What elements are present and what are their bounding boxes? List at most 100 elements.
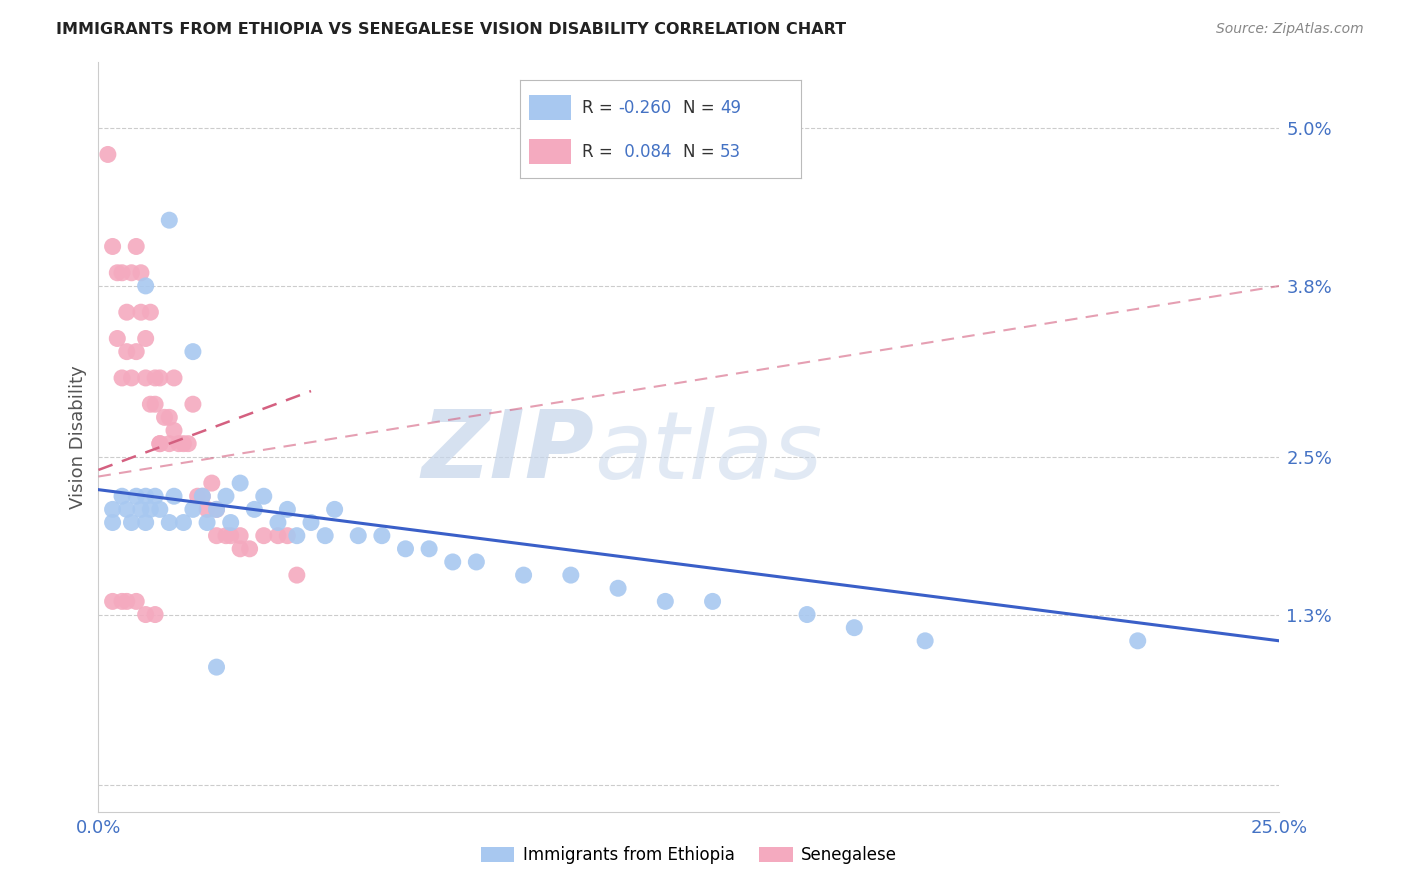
Point bbox=[163, 489, 186, 503]
Point bbox=[139, 502, 162, 516]
Point bbox=[276, 502, 298, 516]
Point bbox=[267, 529, 290, 543]
Point bbox=[129, 305, 152, 319]
Point bbox=[172, 436, 194, 450]
Text: atlas: atlas bbox=[595, 407, 823, 498]
Point bbox=[121, 371, 143, 385]
Point bbox=[125, 594, 148, 608]
Point bbox=[105, 331, 128, 345]
Point bbox=[135, 371, 157, 385]
Point bbox=[149, 436, 172, 450]
Y-axis label: Vision Disability: Vision Disability bbox=[69, 365, 87, 509]
Point bbox=[143, 397, 166, 411]
Text: ZIP: ZIP bbox=[422, 406, 595, 498]
Point bbox=[125, 489, 148, 503]
Point bbox=[181, 397, 204, 411]
Point bbox=[135, 279, 157, 293]
Point bbox=[239, 541, 262, 556]
Point bbox=[229, 541, 252, 556]
Point bbox=[323, 502, 346, 516]
Point bbox=[149, 371, 172, 385]
Point bbox=[914, 633, 936, 648]
Point bbox=[139, 397, 162, 411]
Text: R =: R = bbox=[582, 143, 619, 161]
Point bbox=[101, 502, 124, 516]
Point bbox=[219, 516, 242, 530]
Point bbox=[285, 529, 308, 543]
Point bbox=[121, 516, 143, 530]
Point bbox=[157, 436, 180, 450]
Point bbox=[191, 489, 214, 503]
Text: R =: R = bbox=[582, 99, 619, 117]
Point bbox=[267, 516, 290, 530]
Point bbox=[181, 502, 204, 516]
Point bbox=[121, 266, 143, 280]
Point bbox=[163, 424, 186, 438]
Point bbox=[201, 476, 224, 491]
Point bbox=[299, 516, 322, 530]
Point bbox=[560, 568, 582, 582]
Point bbox=[157, 516, 180, 530]
Point bbox=[702, 594, 724, 608]
Point bbox=[441, 555, 464, 569]
Point bbox=[285, 568, 308, 582]
Point bbox=[157, 213, 180, 227]
Point bbox=[129, 502, 152, 516]
Point bbox=[205, 529, 228, 543]
Point bbox=[654, 594, 676, 608]
Point bbox=[512, 568, 534, 582]
Point bbox=[205, 660, 228, 674]
Point bbox=[115, 305, 138, 319]
Point bbox=[163, 371, 186, 385]
Point bbox=[167, 436, 190, 450]
Point bbox=[143, 371, 166, 385]
Point bbox=[243, 502, 266, 516]
Point bbox=[276, 529, 298, 543]
Point bbox=[229, 529, 252, 543]
Point bbox=[465, 555, 488, 569]
Point bbox=[143, 489, 166, 503]
Point bbox=[101, 594, 124, 608]
Point bbox=[135, 331, 157, 345]
Point bbox=[115, 502, 138, 516]
Point bbox=[149, 502, 172, 516]
Text: -0.260: -0.260 bbox=[619, 99, 672, 117]
Point bbox=[135, 607, 157, 622]
Text: N =: N = bbox=[683, 99, 720, 117]
Text: N =: N = bbox=[683, 143, 720, 161]
Point bbox=[215, 489, 238, 503]
Point bbox=[135, 489, 157, 503]
Point bbox=[229, 476, 252, 491]
Point bbox=[191, 489, 214, 503]
Point bbox=[111, 594, 134, 608]
Point bbox=[129, 266, 152, 280]
Text: IMMIGRANTS FROM ETHIOPIA VS SENEGALESE VISION DISABILITY CORRELATION CHART: IMMIGRANTS FROM ETHIOPIA VS SENEGALESE V… bbox=[56, 22, 846, 37]
Point bbox=[205, 502, 228, 516]
Point bbox=[111, 489, 134, 503]
Point bbox=[97, 147, 120, 161]
Point bbox=[172, 516, 194, 530]
Point bbox=[607, 581, 630, 595]
Point bbox=[149, 436, 172, 450]
Point bbox=[347, 529, 370, 543]
Point bbox=[125, 239, 148, 253]
Text: Source: ZipAtlas.com: Source: ZipAtlas.com bbox=[1216, 22, 1364, 37]
Point bbox=[187, 489, 209, 503]
Point bbox=[253, 489, 276, 503]
Point bbox=[205, 502, 228, 516]
Point bbox=[101, 239, 124, 253]
Point bbox=[143, 607, 166, 622]
Point bbox=[219, 529, 242, 543]
Point bbox=[115, 594, 138, 608]
Point bbox=[215, 529, 238, 543]
Point bbox=[1126, 633, 1149, 648]
Point bbox=[796, 607, 818, 622]
Text: 49: 49 bbox=[720, 99, 741, 117]
Point bbox=[181, 344, 204, 359]
Text: 53: 53 bbox=[720, 143, 741, 161]
Point bbox=[253, 529, 276, 543]
Point bbox=[153, 410, 176, 425]
Point bbox=[371, 529, 394, 543]
Point bbox=[101, 516, 124, 530]
FancyBboxPatch shape bbox=[529, 95, 571, 120]
